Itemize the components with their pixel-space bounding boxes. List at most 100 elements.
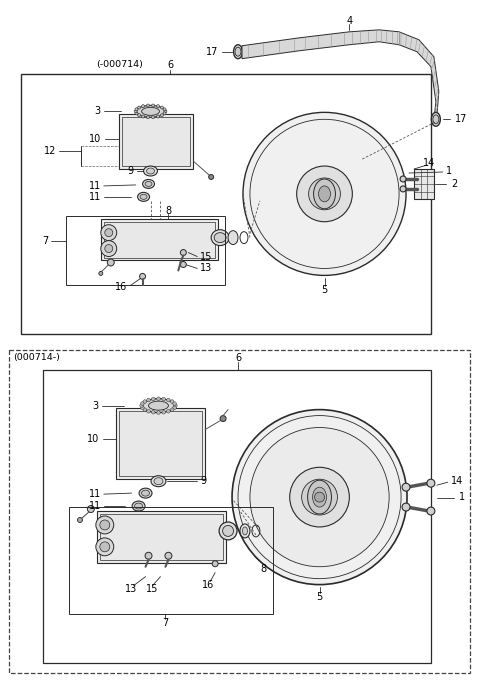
- Text: 3: 3: [95, 106, 101, 117]
- Text: (000714-): (000714-): [13, 353, 60, 362]
- Circle shape: [152, 116, 155, 119]
- Circle shape: [156, 115, 159, 118]
- Circle shape: [297, 166, 352, 221]
- Text: 7: 7: [162, 618, 168, 629]
- Text: (-000714): (-000714): [96, 60, 143, 69]
- Text: 2: 2: [451, 179, 457, 189]
- Circle shape: [135, 112, 138, 115]
- Ellipse shape: [154, 477, 163, 484]
- Ellipse shape: [312, 487, 326, 507]
- Circle shape: [156, 105, 159, 108]
- Circle shape: [141, 402, 144, 405]
- Circle shape: [147, 398, 150, 402]
- Ellipse shape: [151, 475, 166, 486]
- Ellipse shape: [211, 230, 229, 246]
- Circle shape: [96, 538, 114, 555]
- Circle shape: [142, 105, 144, 108]
- Text: 14: 14: [451, 476, 463, 486]
- Circle shape: [290, 467, 349, 527]
- Circle shape: [77, 518, 83, 522]
- Circle shape: [99, 271, 103, 275]
- Bar: [122, 117, 190, 166]
- Circle shape: [105, 228, 113, 237]
- Circle shape: [427, 480, 435, 487]
- Circle shape: [301, 480, 337, 515]
- Ellipse shape: [144, 166, 157, 176]
- Circle shape: [100, 520, 110, 530]
- Bar: [9, 350, 469, 673]
- Circle shape: [146, 116, 149, 119]
- Text: 12: 12: [44, 146, 56, 156]
- Circle shape: [160, 114, 163, 117]
- Circle shape: [180, 262, 186, 268]
- Circle shape: [100, 542, 110, 552]
- Text: 6: 6: [235, 353, 241, 363]
- Circle shape: [427, 507, 435, 515]
- Circle shape: [163, 112, 166, 115]
- Circle shape: [173, 402, 176, 405]
- Circle shape: [143, 408, 146, 411]
- Ellipse shape: [432, 112, 440, 126]
- Text: 17: 17: [455, 115, 467, 124]
- Ellipse shape: [308, 480, 332, 514]
- Ellipse shape: [142, 108, 159, 115]
- Circle shape: [135, 108, 138, 111]
- Circle shape: [163, 108, 166, 111]
- Ellipse shape: [223, 526, 234, 536]
- Circle shape: [140, 404, 144, 407]
- Circle shape: [143, 400, 146, 404]
- Text: 11: 11: [89, 489, 101, 499]
- Ellipse shape: [148, 401, 168, 410]
- Text: 5: 5: [322, 286, 328, 295]
- Circle shape: [400, 176, 406, 182]
- Ellipse shape: [234, 45, 242, 59]
- Text: 16: 16: [115, 282, 127, 293]
- Circle shape: [141, 406, 144, 410]
- Circle shape: [140, 273, 145, 279]
- Bar: [414, 169, 434, 199]
- Circle shape: [309, 178, 340, 210]
- Circle shape: [162, 397, 166, 401]
- Ellipse shape: [242, 527, 248, 535]
- Text: 15: 15: [200, 252, 213, 262]
- Circle shape: [220, 415, 226, 422]
- Circle shape: [402, 483, 410, 491]
- Ellipse shape: [235, 47, 241, 56]
- Circle shape: [156, 411, 160, 415]
- Circle shape: [87, 506, 95, 513]
- Bar: [97, 511, 226, 563]
- Circle shape: [142, 115, 144, 118]
- Circle shape: [232, 410, 407, 584]
- Ellipse shape: [143, 399, 174, 413]
- Circle shape: [134, 110, 137, 113]
- Circle shape: [209, 175, 214, 179]
- Circle shape: [145, 552, 152, 560]
- Text: 8: 8: [165, 206, 171, 216]
- Circle shape: [146, 104, 149, 107]
- Circle shape: [152, 104, 155, 107]
- Text: 15: 15: [146, 584, 159, 593]
- Circle shape: [162, 411, 166, 414]
- Ellipse shape: [143, 179, 155, 188]
- Circle shape: [138, 114, 141, 117]
- Circle shape: [101, 241, 117, 257]
- Bar: [104, 221, 215, 257]
- Circle shape: [152, 411, 155, 414]
- Bar: [66, 216, 225, 286]
- Ellipse shape: [214, 233, 226, 243]
- Text: 11: 11: [89, 501, 101, 511]
- Ellipse shape: [313, 179, 336, 209]
- Circle shape: [167, 409, 170, 413]
- Circle shape: [173, 406, 176, 410]
- Ellipse shape: [240, 524, 250, 538]
- Polygon shape: [242, 30, 439, 121]
- Circle shape: [152, 397, 155, 401]
- Text: 16: 16: [202, 580, 214, 590]
- Circle shape: [101, 225, 117, 241]
- Text: 1: 1: [459, 492, 465, 502]
- Text: 17: 17: [206, 47, 218, 57]
- Circle shape: [147, 409, 150, 413]
- Text: 10: 10: [86, 435, 99, 444]
- Text: 5: 5: [316, 591, 323, 602]
- Circle shape: [402, 503, 410, 511]
